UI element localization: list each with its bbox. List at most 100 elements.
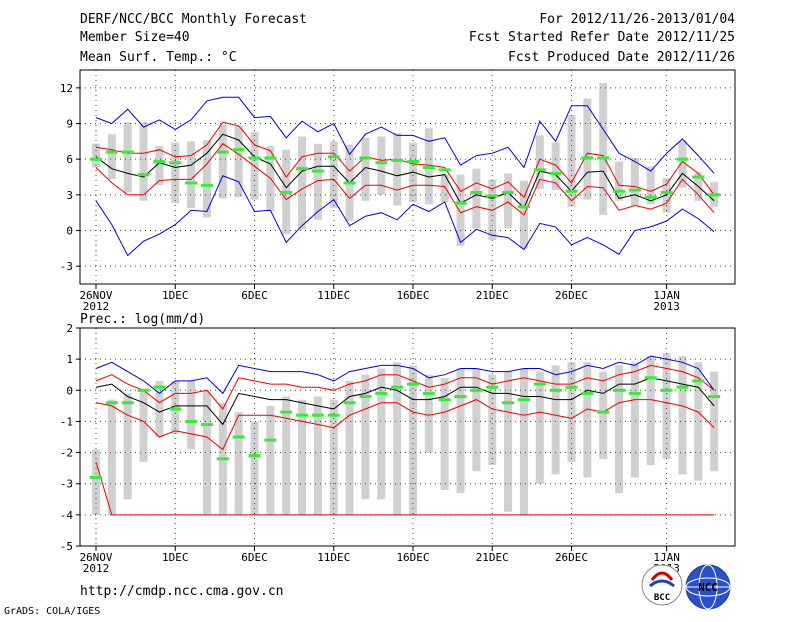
precipitation-ensemble-box [107,399,116,515]
temperature-xtick-label: 6DEC [241,289,268,302]
precipitation-median-mark [359,395,372,399]
temperature-median-mark [708,193,721,197]
temperature-ensemble-box [472,168,481,229]
precipitation-median-mark [248,454,261,458]
precipitation-ensemble-box [187,380,196,450]
temperature-ensemble-box [393,133,402,206]
precipitation-ensemble-box [630,362,639,478]
temperature-ensemble-box [377,136,386,195]
precipitation-xtick-label: 21DEC [476,551,509,564]
precipitation-median-mark [486,385,499,389]
temperature-median-mark [248,156,261,160]
forecast-period: For 2012/11/26-2013/01/04 [539,12,735,27]
source-url[interactable]: http://cmdp.ncc.cma.gov.cn [80,584,284,599]
precipitation-ytick-label: -3 [60,478,73,491]
precipitation-xtick-label: 26NOV [79,551,112,564]
temperature-median-mark [296,167,309,171]
temperature-xtick-label: 26DEC [555,289,588,302]
precipitation-median-mark [438,398,451,402]
precipitation-median-mark [264,438,277,442]
temperature-median-mark [533,168,546,172]
temperature-median-mark [470,190,483,194]
precipitation-ytick-label: 0 [66,384,73,397]
precipitation-ensemble-box [646,356,655,466]
precipitation-median-mark [90,475,102,479]
temperature-median-mark [216,150,229,154]
precipitation-median-mark [692,379,705,383]
precipitation-ytick-label: -2 [60,447,73,460]
temperature-median-mark [517,205,530,209]
precipitation-ensemble-box [583,362,592,478]
temperature-ytick-label: 12 [60,82,73,95]
precipitation-median-mark [422,391,435,395]
temperature-ytick-label: -3 [60,260,73,273]
precipitation-median-mark [533,382,546,386]
temperature-median-mark [121,150,134,154]
precipitation-median-mark [311,413,324,417]
temperature-median-mark [438,168,451,172]
precipitation-ensemble-box [662,352,671,459]
temperature-ensemble-box [504,173,513,229]
temperature-line-lower [95,143,715,216]
precipitation-median-mark [327,413,340,417]
precipitation-ensemble-box [599,371,608,459]
precipitation-ensemble-box [123,393,132,500]
precipitation-ensemble-box [551,365,560,475]
precipitation-ytick-label: -5 [60,540,73,553]
precipitation-median-mark [169,407,182,411]
precipitation-ensemble-box [472,368,481,472]
temperature-ensemble-box [234,125,243,198]
temperature-line-mean [95,133,715,209]
temperature-frame [79,69,736,285]
precipitation-ensemble-box [567,362,576,462]
temperature-ensemble-box [630,157,639,206]
temperature-median-mark [185,181,198,185]
precipitation-xtick-year: 2012 [83,562,110,575]
precipitation-median-mark [343,401,356,405]
precipitation-ensemble-box [678,356,687,475]
temperature-median-mark [375,161,388,165]
precipitation-line-min [95,461,715,516]
temperature-xtick-year: 2012 [83,300,110,313]
precipitation-ensemble-box [202,390,211,515]
precipitation-xtick-label: 1DEC [162,551,189,564]
temperature-line-upper [95,121,715,199]
temperature-ensemble-box [361,137,370,201]
temperature-median-mark [422,165,435,169]
precipitation-ensemble-box [155,380,164,437]
precipitation-ensemble-box [298,399,307,515]
precipitation-line-lower [95,399,715,451]
temperature-median-mark [153,160,166,164]
member-size: Member Size=40 [80,30,190,45]
temperature-median-mark [327,155,340,159]
precipitation-ensemble-box [409,365,417,515]
temperature-median-mark [454,201,467,205]
precipitation-ensemble-box [519,368,528,515]
precipitation-median-mark [660,388,673,392]
precipitation-frame [79,327,736,547]
temperature-ensemble-box [187,141,196,208]
started-date: Fcst Started Refer Date 2012/11/25 [469,30,735,45]
ncc-logo-text: NCC [698,581,718,594]
precipitation-ensemble-box [234,412,243,515]
temperature-ensemble-box [583,98,592,200]
precipitation-median-mark [375,391,388,395]
temperature-ensemble-box [678,141,687,188]
temperature-ensemble-box [313,143,322,220]
grads-credit: GrADS: COLA/IGES [4,606,100,617]
temperature-median-mark [502,190,515,194]
temperature-median-mark [105,150,118,154]
precipitation-ensemble-box [329,399,338,515]
precipitation-median-mark [407,382,419,386]
temperature-ensemble-box [329,141,338,208]
precipitation-xtick-label: 11DEC [317,551,350,564]
bcc-logo-text: BCC [654,593,670,603]
precipitation-median-mark [200,423,213,427]
temperature-median-mark [644,195,657,199]
precipitation-ensemble-box [488,374,497,466]
temperature-xtick-label: 1JAN [653,289,680,302]
temperature-ytick-label: 3 [66,189,73,202]
precipitation-line-max [95,355,715,395]
temperature-median-mark [486,194,499,198]
